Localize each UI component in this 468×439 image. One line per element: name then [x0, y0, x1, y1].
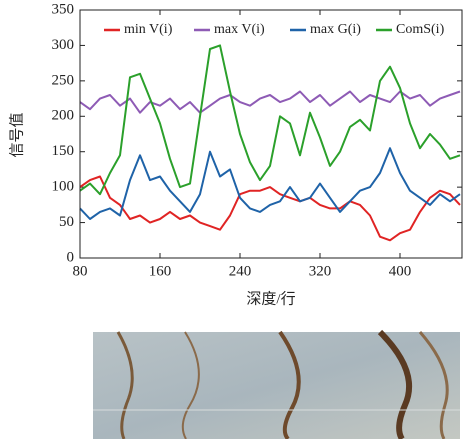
y-tick-label: 350 — [52, 1, 75, 17]
x-tick-label: 320 — [309, 263, 332, 279]
core-photo — [93, 329, 460, 439]
series-line — [79, 44, 461, 196]
y-tick-label: 50 — [59, 214, 74, 230]
y-tick-label: 100 — [52, 179, 75, 195]
legend-label: min V(i) — [124, 22, 173, 37]
x-tick-label: 400 — [389, 263, 412, 279]
y-tick-label: 0 — [67, 249, 75, 265]
plot-frame — [79, 9, 463, 259]
legend-label: max G(i) — [310, 22, 361, 37]
x-axis-label: 深度/行 — [246, 290, 295, 307]
series-line — [79, 147, 461, 220]
legend-label: max V(i) — [214, 22, 265, 37]
x-tick-label: 160 — [149, 263, 172, 279]
y-tick-label: 300 — [52, 37, 75, 53]
series-line — [79, 90, 461, 114]
legend-label: ComS(i) — [396, 22, 445, 37]
x-tick-label: 80 — [73, 263, 88, 279]
series-line — [79, 175, 461, 242]
y-tick-label: 150 — [52, 143, 75, 159]
y-axis-label: 信号值 — [8, 112, 25, 157]
y-tick-label: 250 — [52, 72, 75, 88]
x-tick-label: 240 — [229, 263, 252, 279]
y-tick-label: 200 — [52, 108, 75, 124]
